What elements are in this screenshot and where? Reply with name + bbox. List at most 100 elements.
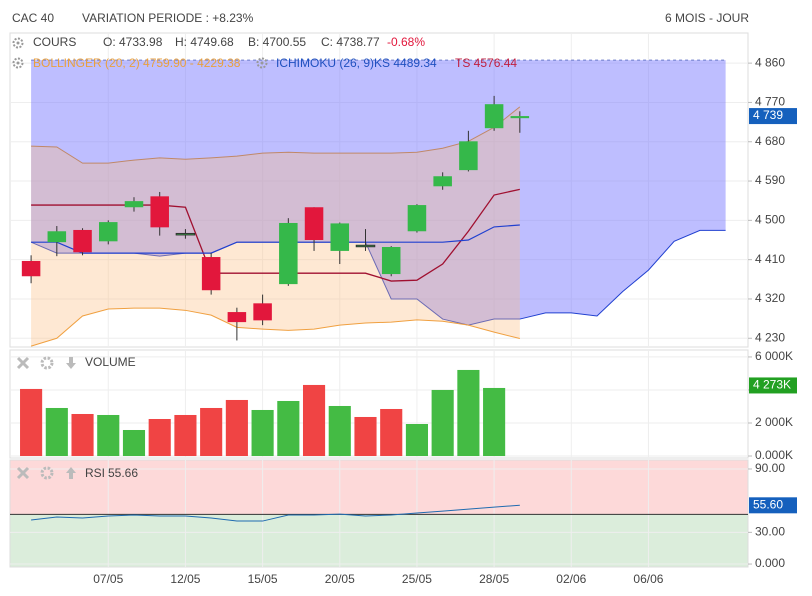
symbol: CAC 40 (12, 11, 54, 25)
close-icon[interactable] (16, 356, 30, 370)
candle-body (175, 232, 196, 236)
last-value-label: 55.60 (753, 497, 783, 511)
volume-title: VOLUME (85, 355, 136, 369)
volume-bar (380, 408, 403, 457)
candle-body (510, 116, 530, 119)
ichimoku-ts: TS 4576.44 (455, 56, 517, 70)
settings-icon[interactable] (12, 37, 24, 49)
legend-title: COURS (33, 35, 76, 49)
move-down-icon[interactable] (66, 357, 76, 369)
y-tick-label: 4 320 (755, 291, 785, 305)
candle-body (99, 222, 118, 242)
candle-body (355, 244, 376, 248)
volume-bar (122, 429, 146, 457)
candle-body (150, 196, 169, 228)
volume-bar (45, 407, 68, 457)
y-tick-label: 30.00 (755, 525, 785, 539)
volume-bar (225, 399, 248, 457)
candle-body (484, 104, 504, 129)
candle-body (47, 231, 67, 243)
panel-frame (9, 349, 749, 459)
settings-icon[interactable] (40, 466, 54, 480)
y-tick-label: 0.000K (755, 448, 793, 462)
x-tick-label: 07/05 (93, 572, 123, 586)
rsi-line (31, 504, 520, 522)
candle-body (407, 205, 427, 232)
cloud-bottom (30, 229, 726, 326)
volume-bar (277, 400, 300, 457)
candle-body (459, 141, 478, 171)
y-tick-label: 90.00 (755, 461, 785, 475)
last-value-label: 4 273K (753, 378, 791, 392)
candle-body (304, 207, 324, 241)
candle-body (73, 229, 92, 253)
volume-bar (302, 384, 326, 457)
volume-bar (405, 423, 429, 457)
volume-bar (20, 388, 43, 457)
volume-bar (71, 413, 94, 457)
y-tick-label: 4 410 (755, 252, 785, 266)
close-icon[interactable] (16, 466, 30, 480)
legend-high: H: 4749.68 (175, 35, 234, 49)
panel-frame (9, 459, 749, 568)
period[interactable]: 6 MOIS - JOUR (665, 11, 749, 25)
x-tick-label: 28/05 (479, 572, 509, 586)
legend-close: C: 4738.77 (321, 35, 380, 49)
candle-body (124, 201, 144, 208)
volume-bar (97, 414, 120, 457)
volume-bar (431, 389, 454, 457)
move-up-icon[interactable] (66, 467, 76, 479)
candle-body (21, 260, 41, 277)
last-value-label: 4 739 (753, 108, 783, 122)
y-tick-label: 4 770 (755, 95, 785, 109)
volume-bar (251, 409, 274, 457)
y-tick-label: 4 500 (755, 213, 785, 227)
candle-body (381, 246, 401, 275)
y-tick-label: 4 680 (755, 134, 785, 148)
oversold-zone (10, 514, 748, 567)
y-tick-label: 6 000K (755, 349, 793, 363)
settings-icon[interactable] (12, 57, 24, 69)
candle-body (201, 257, 221, 291)
legend-change: -0.68% (387, 35, 425, 49)
panels: 4 860 4 770 4 680 4 590 4 500 4 410 4 320 4 230… (9, 32, 797, 586)
last-value-box (749, 497, 797, 514)
y-tick-label: 4 590 (755, 173, 785, 187)
settings-icon[interactable] (256, 57, 268, 69)
y-tick-label: 4 230 (755, 330, 785, 344)
legend-open: O: 4733.98 (103, 35, 163, 49)
y-tick-label: 0.000 (755, 556, 785, 570)
ichimoku-ks: KS 4489.34 (374, 56, 437, 70)
rsi-title: RSI (85, 466, 105, 480)
x-tick-label: 12/05 (170, 572, 200, 586)
volume-bar (174, 414, 197, 457)
rsi-value: 55.66 (108, 466, 138, 480)
y-tick-label: 2 000K (755, 415, 793, 429)
x-tick-label: 15/05 (248, 572, 278, 586)
panel-frame (9, 32, 749, 348)
settings-icon[interactable] (40, 356, 54, 370)
bollinger-middle (31, 188, 520, 282)
volume-bar (457, 369, 480, 457)
bollinger-lower (30, 307, 520, 347)
bollinger-label: BOLLINGER (20, 2) 4759.90 - 4229.38 (33, 56, 241, 70)
volume-bar (328, 405, 351, 457)
last-value-box (749, 108, 797, 125)
ichimoku-cloud (31, 60, 726, 326)
last-value-box (749, 377, 797, 394)
candle-body (253, 303, 272, 321)
variation: VARIATION PERIODE : +8.23% (82, 11, 254, 25)
bollinger-band (31, 106, 520, 347)
x-tick-label: 20/05 (325, 572, 355, 586)
x-tick-label: 02/06 (556, 572, 586, 586)
ichimoku-label: ICHIMOKU (26, 9) (276, 56, 374, 70)
volume-bar (200, 407, 223, 457)
volume-bar (148, 418, 171, 457)
volume-bar (483, 387, 506, 457)
bollinger-upper (31, 106, 521, 164)
candle-body (330, 223, 350, 251)
x-tick-label: 25/05 (402, 572, 432, 586)
legend-low: B: 4700.55 (248, 35, 306, 49)
y-tick-label: 4 860 (755, 55, 785, 69)
